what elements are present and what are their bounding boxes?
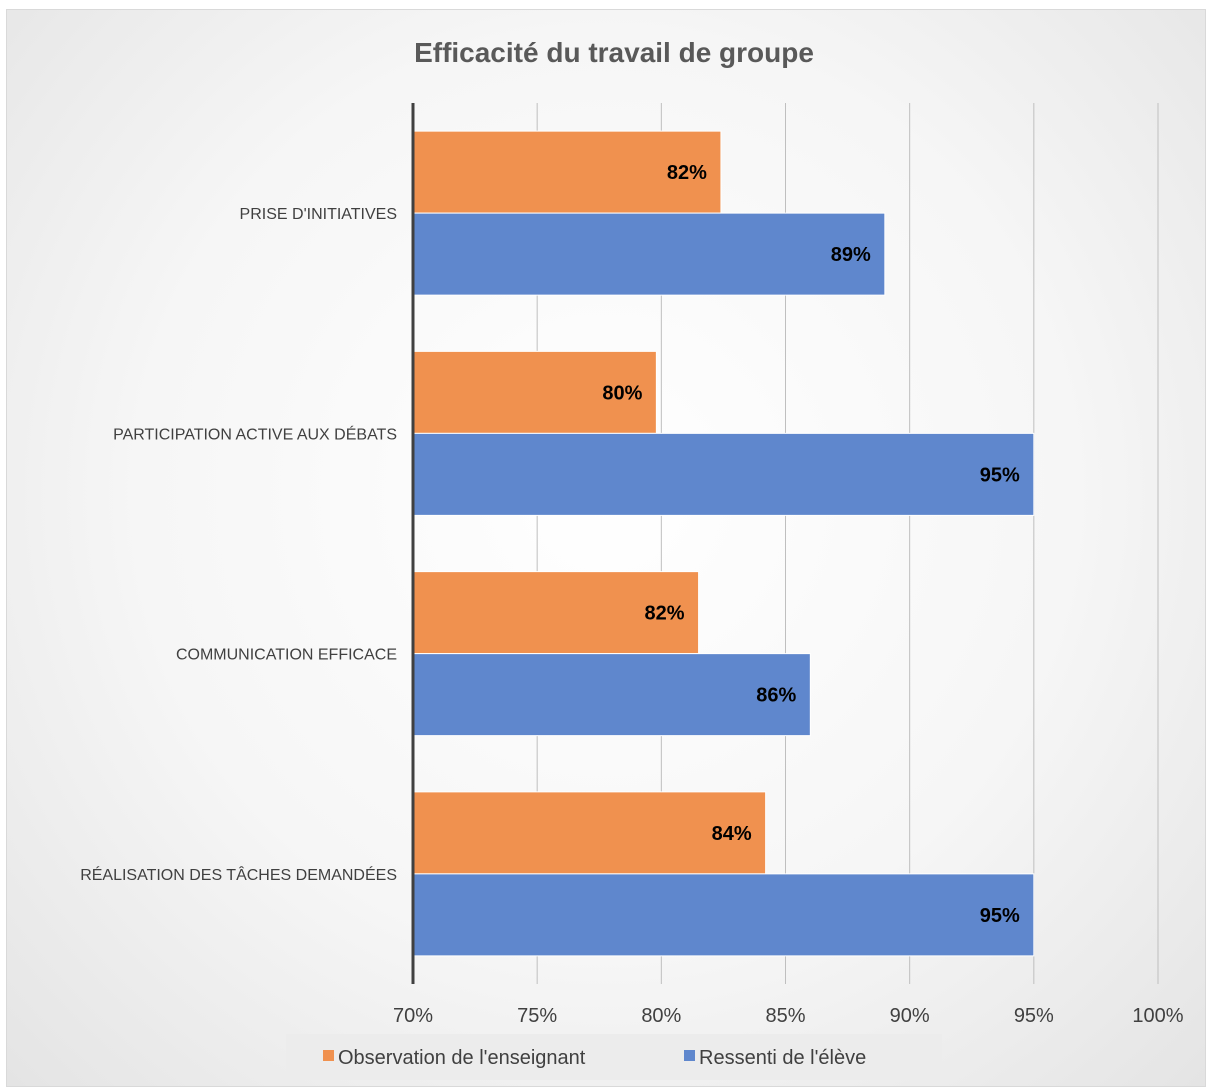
- data-label: 95%: [980, 464, 1020, 486]
- bar-observation-enseignant: [412, 791, 767, 875]
- legend-box: [286, 1034, 942, 1080]
- bar-ressenti-eleve: [412, 873, 1035, 957]
- category-label: COMMUNICATION EFFICACE: [176, 647, 397, 664]
- data-label: 82%: [667, 162, 707, 184]
- category-labels: PRISE D'INITIATIVES PARTICIPATION ACTIVE …: [80, 206, 397, 884]
- x-tick-label: 75%: [517, 1005, 557, 1027]
- category-label: RÉALISATION DES TÂCHES DEMANDÉES: [80, 865, 397, 884]
- x-tick-label: 100%: [1132, 1005, 1183, 1027]
- legend-label: Observation de l'enseignant: [338, 1047, 586, 1069]
- bar-observation-enseignant: [412, 350, 657, 434]
- bar-ressenti-eleve: [412, 212, 886, 296]
- bars: 82% 89% 80% 95% 82% 86% 84% 95%: [412, 130, 1035, 957]
- data-label: 95%: [980, 905, 1020, 927]
- bar-observation-enseignant: [412, 130, 722, 214]
- x-tick-label: 70%: [393, 1005, 433, 1027]
- x-tick-labels: 70% 75% 80% 85% 90% 95% 100%: [393, 1005, 1184, 1027]
- bar-ressenti-eleve: [412, 653, 811, 737]
- bar-ressenti-eleve: [412, 432, 1035, 516]
- category-label: PRISE D'INITIATIVES: [240, 206, 397, 223]
- x-tick-label: 80%: [641, 1005, 681, 1027]
- x-tick-label: 90%: [890, 1005, 930, 1027]
- chart-title: Efficacité du travail de groupe: [414, 37, 814, 68]
- category-label: PARTICIPATION ACTIVE AUX DÉBATS: [113, 424, 397, 443]
- legend-swatch: [684, 1050, 695, 1061]
- data-label: 80%: [602, 382, 642, 404]
- legend: Observation de l'enseignant Ressenti de l…: [286, 1034, 942, 1080]
- data-label: 84%: [712, 823, 752, 845]
- x-tick-label: 85%: [765, 1005, 805, 1027]
- legend-swatch: [323, 1050, 334, 1061]
- x-tick-label: 95%: [1014, 1005, 1054, 1027]
- data-label: 86%: [756, 685, 796, 707]
- bar-observation-enseignant: [412, 571, 700, 655]
- data-label: 82%: [645, 603, 685, 625]
- data-label: 89%: [831, 244, 871, 266]
- legend-label: Ressenti de l'élève: [699, 1047, 866, 1069]
